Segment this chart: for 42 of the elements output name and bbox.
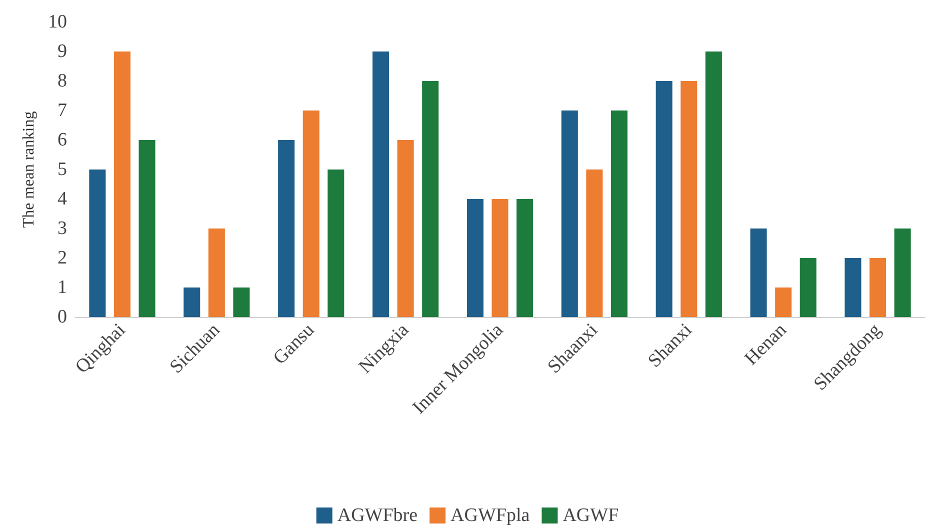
bar: [466, 199, 484, 317]
y-tick-label: 0: [58, 306, 67, 328]
y-axis-title: The mean ranking: [20, 111, 38, 228]
bar: [870, 258, 886, 317]
bar: [586, 170, 603, 317]
bar: [800, 258, 816, 317]
bar: [516, 199, 534, 317]
bar: [233, 288, 250, 317]
y-tick-label: 8: [58, 70, 67, 92]
bar: [680, 81, 698, 317]
y-tick-label: 7: [58, 100, 67, 121]
bar: [138, 140, 156, 317]
bar: [372, 52, 390, 317]
y-tick-label: 4: [58, 188, 68, 210]
bar: [328, 170, 344, 317]
bar: [397, 140, 414, 317]
bar: [894, 228, 911, 317]
bar: [561, 110, 578, 317]
bar: [844, 258, 862, 317]
y-tick-label: 1: [58, 277, 67, 298]
bar: [610, 110, 628, 317]
y-tick-label: 10: [48, 12, 67, 32]
legend-label: AGWF: [562, 505, 619, 526]
bar: [184, 288, 200, 317]
bar: [422, 81, 439, 317]
bar: [302, 110, 320, 317]
bar: [705, 52, 722, 317]
legend-label: AGWFbre: [337, 505, 418, 526]
y-tick-label: 5: [58, 159, 67, 180]
bar: [208, 228, 225, 317]
y-tick-label: 9: [58, 41, 67, 62]
bar: [775, 288, 792, 317]
bar: [750, 228, 767, 317]
bar: [114, 52, 130, 317]
legend-label: AGWFpla: [450, 505, 530, 526]
bar: [89, 170, 106, 317]
y-tick-label: 6: [58, 130, 67, 150]
bar: [278, 140, 295, 317]
bar: [492, 199, 508, 317]
y-tick-label: 3: [58, 218, 67, 239]
y-tick-label: 2: [58, 248, 67, 268]
bar: [656, 81, 672, 317]
